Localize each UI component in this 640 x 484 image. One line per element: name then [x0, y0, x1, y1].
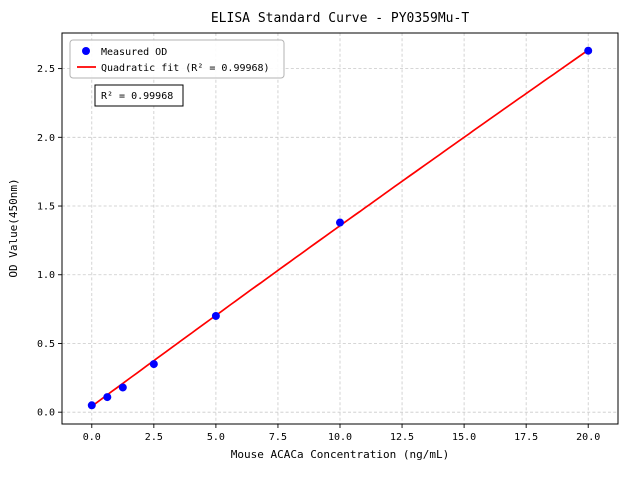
grid-layer	[62, 33, 618, 424]
y-tick-label: 1.0	[37, 270, 55, 281]
measured-od-point	[584, 46, 593, 55]
y-tick-label: 2.5	[37, 64, 55, 75]
measured-od-point	[103, 393, 112, 402]
annotation-box	[94, 84, 184, 107]
x-axis-label: Mouse ACACa Concentration (ng/mL)	[231, 448, 450, 461]
x-tick-label: 20.0	[576, 432, 600, 443]
x-tick-label: 15.0	[452, 432, 476, 443]
y-tick-label: 0.5	[37, 339, 55, 350]
x-tick-label: 12.5	[390, 432, 414, 443]
measured-od-point	[149, 360, 158, 369]
legend-label-fit: Quadratic fit (R² = 0.99968)	[101, 63, 270, 74]
y-tick-label: 2.0	[37, 133, 55, 144]
series-layer	[87, 46, 593, 410]
measured-od-point	[211, 311, 220, 320]
legend-marker-measured-icon	[82, 47, 90, 55]
tick-layer: 0.0 2.5 5.0 7.5 10.0 12.5 15.0 17.5 20.0 0.0 0.5 1.…	[37, 64, 600, 443]
y-axis-label: OD Value(450nm)	[7, 178, 20, 277]
legend-box	[69, 39, 285, 79]
x-tick-label: 10.0	[328, 432, 352, 443]
r2-annotation: R² = 0.99968	[94, 84, 184, 107]
x-tick-label: 17.5	[514, 432, 538, 443]
measured-od-point	[118, 383, 127, 392]
x-tick-label: 5.0	[207, 432, 225, 443]
chart-title: ELISA Standard Curve - PY0359Mu-T	[211, 11, 469, 26]
y-tick-label: 0.0	[37, 408, 55, 419]
y-tick-label: 1.5	[37, 202, 55, 213]
measured-od-point	[87, 401, 96, 410]
x-tick-label: 2.5	[145, 432, 163, 443]
annotation-text: R² = 0.99968	[101, 91, 173, 102]
x-tick-label: 0.0	[83, 432, 101, 443]
x-tick-label: 7.5	[269, 432, 287, 443]
legend-label-measured: Measured OD	[101, 47, 167, 58]
legend: Measured OD Quadratic fit (R² = 0.99968)	[69, 39, 285, 79]
measured-od-point	[336, 218, 344, 227]
